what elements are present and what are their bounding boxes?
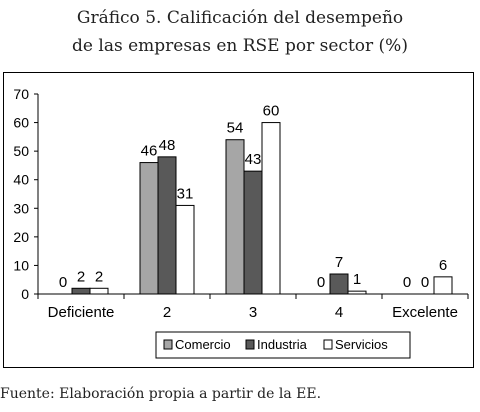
data-label: 46 [141,143,158,160]
y-tick-label: 40 [13,172,29,188]
data-label: 0 [317,274,325,291]
bar-servicios [433,276,453,295]
data-label: 1 [353,271,361,288]
y-tick-label: 30 [13,200,29,216]
data-label: 54 [227,120,244,137]
legend-label-servicios: Servicios [335,337,388,352]
bar-servicios [175,204,195,295]
data-label: 31 [177,185,194,202]
x-tick-label: Excelente [392,304,458,321]
y-tick-label: 0 [21,286,29,302]
bar-servicios [89,287,109,295]
data-label: 60 [263,103,280,120]
y-tick-label: 10 [13,257,29,273]
x-tick-label: 3 [249,304,257,321]
bar-industria [157,156,177,295]
x-tick-label: 4 [335,304,343,321]
x-tick-label: 2 [163,304,171,321]
legend-swatch-servicios [323,339,333,350]
bar-comercio [139,162,159,295]
chart-area: 0 10 20 30 40 50 60 70 0 2 2 Deficiente 46 48 31 2 54 43 6… [3,72,474,368]
legend-swatch-comercio [163,339,173,350]
data-label: 6 [439,257,447,274]
data-label: 2 [95,268,103,285]
data-label: 43 [245,151,262,168]
bar-servicios [347,290,367,295]
bar-industria [71,287,91,295]
bar-comercio [225,139,245,295]
y-tick-label: 50 [13,143,29,159]
data-label: 0 [403,274,411,291]
bar-industria [329,273,349,295]
chart-title-line-1: Gráfico 5. Calificación del desempeño [76,8,404,28]
data-label: 0 [59,274,67,291]
legend-swatch-industria [245,339,255,350]
bar-industria [243,170,263,295]
bar-servicios [261,122,281,295]
data-label: 2 [77,268,85,285]
data-label: 0 [421,274,429,291]
data-label: 7 [335,254,343,271]
source-note: Fuente: Elaboración propia a partir de l… [0,386,322,402]
legend-label-industria: Industria [257,337,308,352]
y-tick-label: 20 [13,229,29,245]
x-tick-label: Deficiente [48,304,115,321]
legend-label-comercio: Comercio [175,337,231,352]
y-tick-label: 60 [13,115,29,131]
y-tick-label: 70 [13,86,29,102]
legend-box [155,331,411,359]
chart-title-line-2: de las empresas en RSE por sector (%) [72,36,408,56]
data-label: 48 [159,137,176,154]
